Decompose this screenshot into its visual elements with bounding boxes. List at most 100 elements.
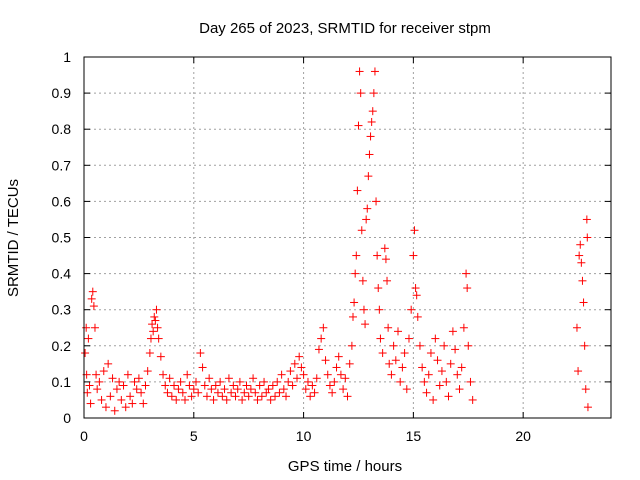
data-point [151,316,160,325]
x-axis-title: GPS time / hours [288,458,402,475]
y-tick-label: 1 [63,49,71,65]
data-point [410,226,419,235]
data-point [220,385,229,394]
data-point [577,258,586,267]
data-point [268,381,277,390]
data-point [413,312,422,321]
data-point [227,388,236,397]
data-point [398,363,407,372]
data-point [358,276,367,285]
data-point [420,377,429,386]
data-point [167,392,176,401]
y-tick-label: 0.4 [52,266,72,282]
data-point [572,323,581,332]
data-point [191,377,200,386]
data-point [216,377,225,386]
data-point [442,377,451,386]
data-point [240,388,249,397]
data-point [117,395,126,404]
data-point [196,349,205,358]
data-point [244,392,253,401]
data-point [575,251,584,260]
grid-lines [84,57,611,418]
data-point [583,403,592,412]
data-point [355,67,364,76]
data-point [87,294,96,303]
data-point [394,327,403,336]
data-point [404,334,413,343]
data-point [364,172,373,181]
data-point [88,287,97,296]
data-point [453,370,462,379]
data-point [249,374,258,383]
data-point [110,406,119,415]
data-point [348,312,357,321]
data-point [321,356,330,365]
data-point [391,356,400,365]
data-point [271,392,280,401]
data-point [437,367,446,376]
tick-labels: 0 5 10 15 20 0 0.1 0.2 0.3 0.4 0.5 0.6 0.7 0.8 0.9 1 [52,49,532,444]
data-point [339,385,348,394]
data-point [132,385,141,394]
data-point [368,107,377,116]
data-point [448,327,457,336]
data-point [279,385,288,394]
data-point [176,377,185,386]
data-point [145,349,154,358]
data-point [385,359,394,368]
data-point [90,323,99,332]
data-point [242,381,251,390]
data-point [130,377,139,386]
data-point [231,392,240,401]
x-tick-label: 0 [80,428,88,444]
data-point [224,374,233,383]
data-point [174,385,183,394]
y-tick-label: 0.6 [52,193,72,209]
data-point [354,121,363,130]
data-point [440,341,449,350]
data-point [161,381,170,390]
y-tick-label: 0.3 [52,302,72,318]
data-point [409,251,418,260]
data-point [359,305,368,314]
data-point [580,341,589,350]
data-point [211,381,220,390]
data-point [222,395,231,404]
data-point [431,334,440,343]
data-point [106,392,115,401]
data-point [383,276,392,285]
data-point [345,359,354,368]
data-point [332,363,341,372]
data-point [95,377,104,386]
data-point [146,334,155,343]
data-point [380,244,389,253]
data-point [347,341,356,350]
data-point [150,312,159,321]
data-point [246,385,255,394]
data-point [457,363,466,372]
data-point [407,305,416,314]
data-point [156,352,165,361]
data-point [583,233,592,242]
data-point [418,363,427,372]
data-point [455,385,464,394]
data-point [341,374,350,383]
data-point [97,395,106,404]
data-point [468,395,477,404]
data-point [185,381,194,390]
data-point [121,403,130,412]
data-point [306,392,315,401]
axis-ticks [83,56,611,419]
data-point [581,385,590,394]
data-point [578,276,587,285]
data-point [126,392,135,401]
data-point [286,367,295,376]
data-point [435,381,444,390]
data-point [253,395,262,404]
data-point [85,381,94,390]
data-point [574,367,583,376]
y-tick-label: 0.9 [52,85,72,101]
data-point [378,349,387,358]
data-point [275,388,284,397]
